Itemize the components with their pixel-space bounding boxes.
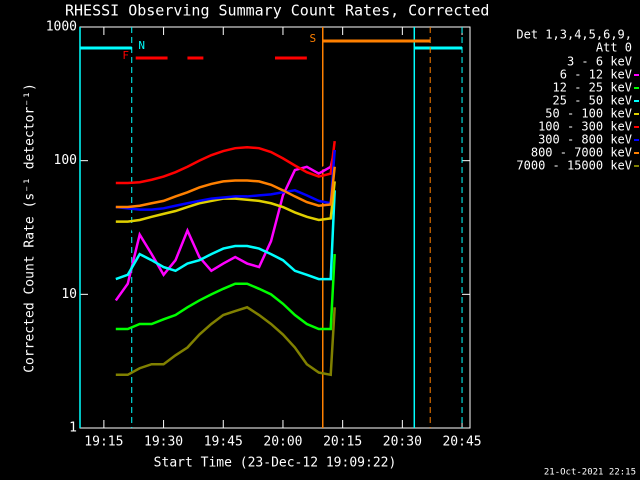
y-axis-label: Corrected Count Rate (s⁻¹ detector⁻¹) [23,83,38,373]
legend-entry: 100 - 300 keV [538,120,632,134]
y-tick-label: 100 [54,153,77,168]
series-line [115,140,336,185]
series-line [115,254,336,331]
chart-title: RHESSI Observing Summary Count Rates, Co… [65,2,489,20]
event-label: S [309,32,316,45]
series-line [115,181,336,223]
x-tick-label: 20:30 [383,435,422,450]
legend-entry: 6 - 12 keV [560,68,632,82]
y-tick-label: 10 [61,287,77,302]
series-line [115,149,336,211]
y-tick-label: 1 [69,421,77,436]
legend-entry: 800 - 7000 keV [531,146,632,160]
x-tick-label: 20:45 [442,435,481,450]
x-tick-label: 19:30 [144,435,183,450]
event-label: N [138,39,145,52]
legend-title: Det 1,3,4,5,6,9, [516,28,632,42]
y-tick-label: 1000 [46,20,77,35]
series-line [115,166,336,209]
footer: 21-Oct-2021 22:15 [544,468,636,478]
x-tick-label: 19:45 [204,435,243,450]
legend-entry: 25 - 50 keV [553,94,632,108]
series-line [126,145,336,286]
series-line [115,190,336,281]
legend-entry: 50 - 100 keV [545,107,632,121]
legend-entry: 12 - 25 keV [553,81,632,95]
x-tick-label: 20:00 [263,435,302,450]
event-label: F [122,49,129,62]
x-tick-label: 20:15 [323,435,362,450]
legend-title: Att 0 [596,41,632,55]
legend-entry: 300 - 800 keV [538,133,632,147]
x-tick-label: 19:15 [84,435,123,450]
legend-entry: 7000 - 15000 keV [516,159,632,173]
series-line [115,305,336,377]
series-line [114,149,336,302]
x-axis-label: Start Time (23-Dec-12 19:09:22) [154,456,397,471]
legend-entry: 3 - 6 keV [567,55,632,69]
